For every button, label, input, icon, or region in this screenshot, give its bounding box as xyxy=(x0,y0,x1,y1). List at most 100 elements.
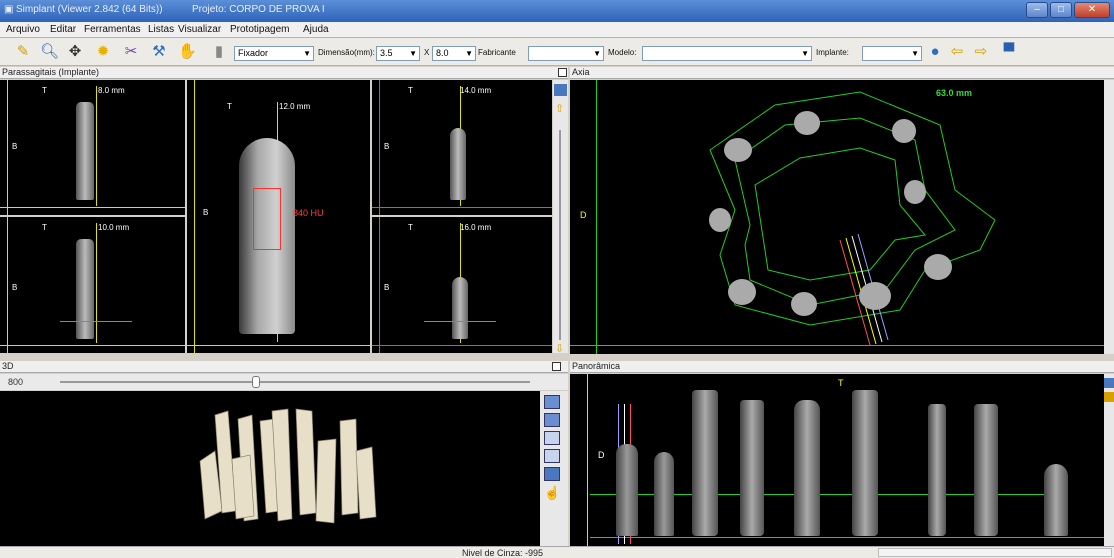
bone-image xyxy=(76,102,94,200)
implante-label: Implante: xyxy=(816,48,849,57)
view-front-icon[interactable] xyxy=(544,395,560,409)
save-icon[interactable] xyxy=(544,413,560,427)
brightness-icon[interactable]: ✹ xyxy=(96,43,110,60)
bone-image xyxy=(452,277,468,339)
close-button[interactable]: ✕ xyxy=(1074,2,1110,18)
green-guide-line xyxy=(424,321,496,322)
top-marker: T xyxy=(838,378,844,388)
measure-icon[interactable]: ✂ xyxy=(124,43,138,60)
fabricante-select[interactable]: ▼ xyxy=(528,46,604,61)
parasagittal-header: Parassagitais (Implante) xyxy=(0,67,568,79)
panoramic-panel: Panorâmica T D xyxy=(570,361,1114,546)
layers-icon[interactable] xyxy=(544,467,560,481)
side-label: D xyxy=(580,210,587,220)
hand-cursor-icon[interactable]: ☝ xyxy=(544,485,561,500)
bone-image xyxy=(852,390,878,536)
bone-image xyxy=(239,138,295,334)
fixador-select[interactable]: Fixador ▼ xyxy=(234,46,314,61)
axial-view[interactable]: D 63.0 mm xyxy=(570,80,1104,354)
three-d-title: 3D xyxy=(2,361,14,371)
threshold-slider-thumb[interactable] xyxy=(252,376,260,388)
app-title: Simplant (Viewer 2.842 (64 Bits)) xyxy=(16,4,163,15)
monitor-icon[interactable]: ▀ xyxy=(1003,43,1015,60)
arrow-up-icon[interactable]: ⇧ xyxy=(555,103,565,115)
bone-image xyxy=(928,404,946,536)
parasagittal-title: Parassagitais (Implante) xyxy=(2,67,100,77)
minimize-button[interactable]: – xyxy=(1026,2,1048,18)
progress-area xyxy=(878,548,1112,557)
title-bar: ▣ Simplant (Viewer 2.842 (64 Bits)) Proj… xyxy=(0,0,1114,22)
bone-model-3d xyxy=(199,408,377,524)
slice-slider-track[interactable] xyxy=(559,130,561,340)
three-d-view[interactable] xyxy=(0,391,540,546)
bone-image xyxy=(450,128,466,200)
fabricante-label: Fabricante xyxy=(478,48,516,57)
zoom-icon[interactable]: 🔍︎ xyxy=(40,43,60,60)
project-title: Projeto: CORPO DE PROVA I xyxy=(192,4,325,15)
help-icon[interactable]: ● xyxy=(930,43,940,60)
parasagittal-view-2[interactable]: T B 12.0 mm 840 HU xyxy=(187,80,370,353)
green-guide-line xyxy=(60,321,132,322)
axial-title: Axia xyxy=(572,67,590,77)
rotate-icon[interactable] xyxy=(544,449,560,463)
three-d-tools: ☝ xyxy=(540,391,568,546)
view-mode-icon[interactable] xyxy=(1104,378,1114,388)
threshold-bar: 800 xyxy=(0,374,568,390)
maximize-3d-button[interactable] xyxy=(552,362,561,371)
menu-editar[interactable]: Editar xyxy=(50,24,77,35)
bone-image xyxy=(616,444,638,536)
x-label: X xyxy=(424,48,430,57)
implant-outline[interactable] xyxy=(253,188,281,250)
dimension-b-select[interactable]: 8.0 ▼ xyxy=(432,46,476,61)
bone-image xyxy=(654,452,674,536)
bone-image xyxy=(794,400,820,536)
lock-icon[interactable] xyxy=(1104,392,1114,402)
implante-select[interactable]: ▼ xyxy=(862,46,922,61)
maximize-panel-button[interactable] xyxy=(558,68,567,77)
menu-listas[interactable]: Listas xyxy=(148,24,175,35)
axial-measure: 63.0 mm xyxy=(936,88,973,98)
chevron-down-icon: ▼ xyxy=(303,49,311,58)
pencil-icon[interactable]: ✎ xyxy=(16,43,30,60)
implant-tool-icon[interactable]: ⚒ xyxy=(152,43,166,60)
gray-level-status: Nivel de Cinza: -995 xyxy=(462,548,544,558)
three-d-panel: 3D 800 ☝ xyxy=(0,361,568,546)
three-d-header: 3D xyxy=(0,361,568,373)
panoramic-title: Panorâmica xyxy=(572,361,621,371)
bone-image xyxy=(974,404,998,536)
menu-arquivo[interactable]: Arquivo xyxy=(6,24,40,35)
parasagittal-view-4[interactable]: T B 10.0 mm xyxy=(0,217,185,353)
panoramic-view[interactable]: T D xyxy=(570,374,1104,546)
modelo-select[interactable]: ▼ xyxy=(642,46,812,61)
menu-prototipagem[interactable]: Prototipagem xyxy=(230,24,290,35)
view-side-icon[interactable] xyxy=(544,431,560,445)
parasagittal-view-3[interactable]: T B 14.0 mm xyxy=(372,80,552,215)
side-label: D xyxy=(598,450,605,460)
panoramic-header: Panorâmica xyxy=(570,361,1114,373)
maximize-button[interactable]: □ xyxy=(1050,2,1072,18)
axial-header: Axia xyxy=(570,67,1114,79)
menu-ajuda[interactable]: Ajuda xyxy=(303,24,329,35)
app-icon: ▣ xyxy=(4,4,14,15)
hand-icon[interactable]: ✋ xyxy=(178,43,197,60)
dimension-a-select[interactable]: 3.5 ▼ xyxy=(376,46,420,61)
menu-ferramentas[interactable]: Ferramentas xyxy=(84,24,141,35)
arrow-left-icon[interactable]: ⇦ xyxy=(950,43,964,60)
view-mode-icon[interactable] xyxy=(554,84,567,96)
parasagittal-view-5[interactable]: T B 16.0 mm xyxy=(372,217,552,353)
hu-value: 840 HU xyxy=(293,208,324,218)
modelo-label: Modelo: xyxy=(608,48,637,57)
menu-visualizar[interactable]: Visualizar xyxy=(178,24,222,35)
bone-image xyxy=(76,239,94,339)
menu-bar: Arquivo Editar Ferramentas Listas Visual… xyxy=(0,22,1114,38)
threshold-value: 800 xyxy=(8,377,24,387)
parasagittal-view-1[interactable]: T B 8.0 mm xyxy=(0,80,185,215)
arrow-right-icon[interactable]: ⇨ xyxy=(974,43,988,60)
threshold-slider-track[interactable] xyxy=(60,381,530,383)
bone-image xyxy=(692,390,718,536)
pan-icon[interactable]: ✥ xyxy=(68,43,82,60)
parasagittal-panel: Parassagitais (Implante) T B 8.0 mm T B … xyxy=(0,67,568,355)
implant-icon: ▮ xyxy=(214,43,224,60)
arrow-down-icon[interactable]: ⇩ xyxy=(555,343,565,355)
arch-tracing xyxy=(709,91,996,346)
